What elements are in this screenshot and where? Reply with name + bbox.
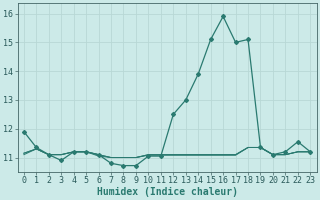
X-axis label: Humidex (Indice chaleur): Humidex (Indice chaleur) xyxy=(97,186,237,197)
